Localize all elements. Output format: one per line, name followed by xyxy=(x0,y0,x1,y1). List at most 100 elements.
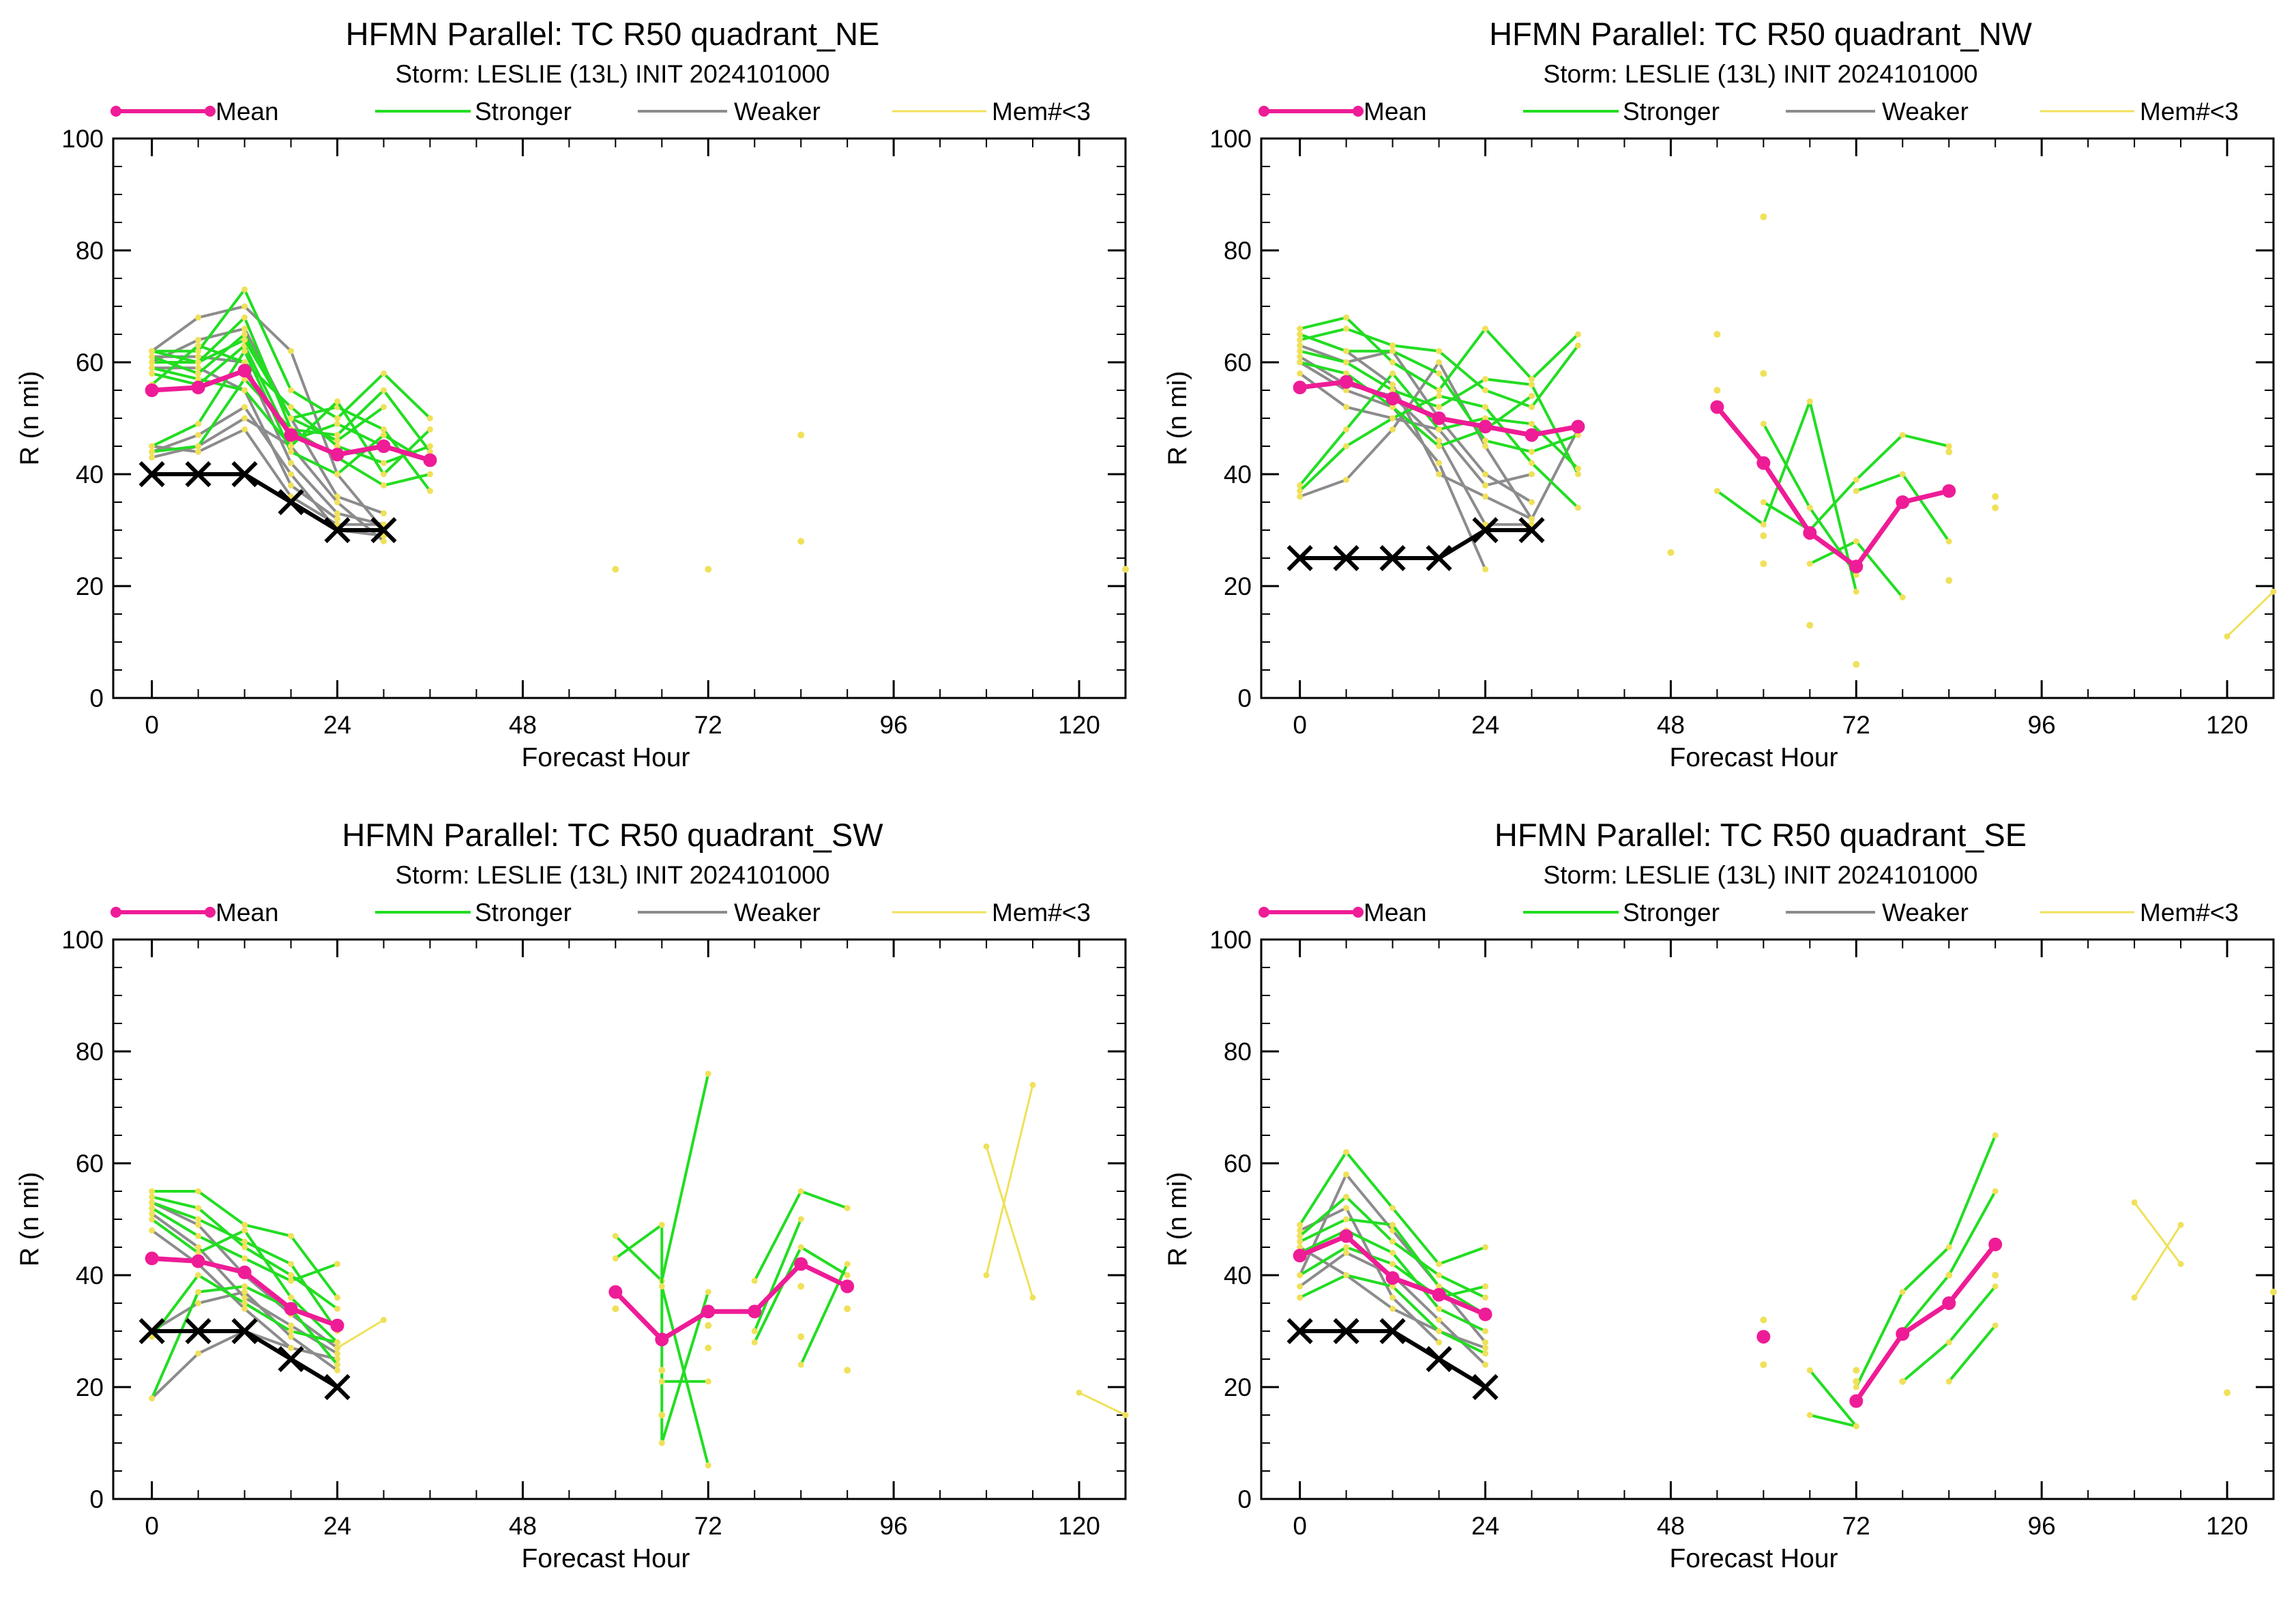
member-point xyxy=(241,426,248,433)
y-tick-label: 40 xyxy=(76,1262,104,1290)
member-point xyxy=(1343,325,1350,332)
member-point xyxy=(1343,359,1350,366)
member-point xyxy=(705,1462,711,1469)
mean-point xyxy=(608,1285,623,1299)
member-point xyxy=(1389,1205,1396,1212)
legend-mean-marker xyxy=(205,907,216,918)
member-point xyxy=(1992,1188,1999,1195)
member-point xyxy=(1343,404,1350,411)
member-point xyxy=(288,1272,295,1279)
few-member-point xyxy=(658,1367,666,1374)
member-point xyxy=(195,1205,202,1212)
member-point xyxy=(241,314,248,321)
member-point xyxy=(380,426,387,433)
few-member-point xyxy=(797,431,805,439)
member-point xyxy=(1482,1294,1489,1301)
member-point xyxy=(241,348,248,355)
best-track-marker xyxy=(1472,1373,1499,1401)
mean-point xyxy=(330,1318,344,1332)
mean-point xyxy=(145,383,159,397)
best-track-marker xyxy=(231,1317,258,1345)
member-point xyxy=(1297,348,1304,355)
chart-title: HFMN Parallel: TC R50 quadrant_SE xyxy=(1495,817,2027,853)
few-member-point xyxy=(334,1345,341,1352)
member-point xyxy=(1853,538,1859,544)
few-member-point xyxy=(1760,213,1767,220)
member-point xyxy=(1482,387,1489,394)
chart-title: HFMN Parallel: TC R50 quadrant_SW xyxy=(342,817,883,853)
stronger-member-line xyxy=(151,344,385,448)
legend: Mean Stronger Weaker Mem#<3 xyxy=(111,98,1091,126)
member-point xyxy=(751,1328,758,1335)
few-member-line xyxy=(1078,1391,1126,1416)
weaker-member-line xyxy=(151,1330,338,1399)
member-point xyxy=(1297,370,1304,377)
best-track-marker xyxy=(324,516,351,544)
legend-weaker-label: Weaker xyxy=(734,98,821,126)
y-tick-label: 80 xyxy=(76,237,104,265)
member-point xyxy=(149,370,156,377)
member-point xyxy=(1436,471,1443,478)
member-point xyxy=(241,376,248,383)
y-tick-label: 0 xyxy=(89,684,104,712)
best-track-marker xyxy=(278,1345,304,1373)
plot-frame xyxy=(112,938,1127,1500)
member-point xyxy=(1343,1193,1350,1200)
member-point xyxy=(705,1071,711,1077)
legend-mean-marker xyxy=(111,106,121,117)
member-point xyxy=(751,1277,758,1284)
x-tick-label: 120 xyxy=(2206,1512,2248,1540)
member-point xyxy=(288,482,295,489)
member-point xyxy=(288,1322,295,1329)
mean-point xyxy=(1756,456,1771,470)
member-point xyxy=(241,404,248,411)
member-point xyxy=(1574,342,1581,349)
member-point xyxy=(288,1261,295,1268)
few-member-point xyxy=(1899,1378,1907,1385)
mean-point xyxy=(191,380,205,394)
x-tick-label: 24 xyxy=(1471,711,1499,739)
plot-frame xyxy=(1260,137,2275,699)
member-point xyxy=(195,376,202,383)
few-member-point xyxy=(1122,1412,1129,1418)
member-point xyxy=(334,420,341,427)
member-point xyxy=(1436,1272,1443,1279)
legend-few-label: Mem#<3 xyxy=(2140,899,2239,927)
member-point xyxy=(195,348,202,355)
member-point xyxy=(149,1216,156,1223)
member-point xyxy=(195,353,202,360)
member-point xyxy=(195,1221,202,1228)
legend: Mean Stronger Weaker Mem#<3 xyxy=(1259,98,2239,126)
legend-mean-marker xyxy=(1259,106,1269,117)
member-point xyxy=(1853,488,1859,495)
member-point xyxy=(195,314,202,321)
y-tick-label: 100 xyxy=(61,926,104,954)
member-point xyxy=(149,364,156,371)
few-member-point xyxy=(1122,566,1129,573)
x-tick-label: 0 xyxy=(1293,1512,1307,1540)
best-track-x-stroke xyxy=(278,489,304,516)
member-point xyxy=(1992,1283,1999,1290)
legend: Mean Stronger Weaker Mem#<3 xyxy=(1259,899,2239,927)
member-point xyxy=(612,1255,619,1262)
member-point xyxy=(1436,387,1443,394)
y-tick-label: 80 xyxy=(76,1038,104,1066)
member-point xyxy=(380,387,387,394)
best-track-x-stroke xyxy=(1472,1373,1499,1401)
member-point xyxy=(797,1244,804,1251)
few-member-point xyxy=(1945,1272,1953,1279)
member-point xyxy=(334,1261,341,1268)
x-tick-label: 120 xyxy=(2206,711,2248,739)
member-point xyxy=(288,1328,295,1335)
member-point xyxy=(1297,1233,1304,1240)
mean-point xyxy=(1896,1327,1910,1341)
member-point xyxy=(195,336,202,343)
y-tick-label: 60 xyxy=(1224,349,1252,377)
mean-point xyxy=(1339,1229,1353,1243)
best-track-x-stroke xyxy=(138,461,165,488)
mean-point xyxy=(423,453,437,467)
legend-few-label: Mem#<3 xyxy=(992,899,1091,927)
legend-mean-marker xyxy=(1353,106,1364,117)
stronger-member-line xyxy=(753,1219,803,1332)
member-point xyxy=(241,1221,248,1228)
